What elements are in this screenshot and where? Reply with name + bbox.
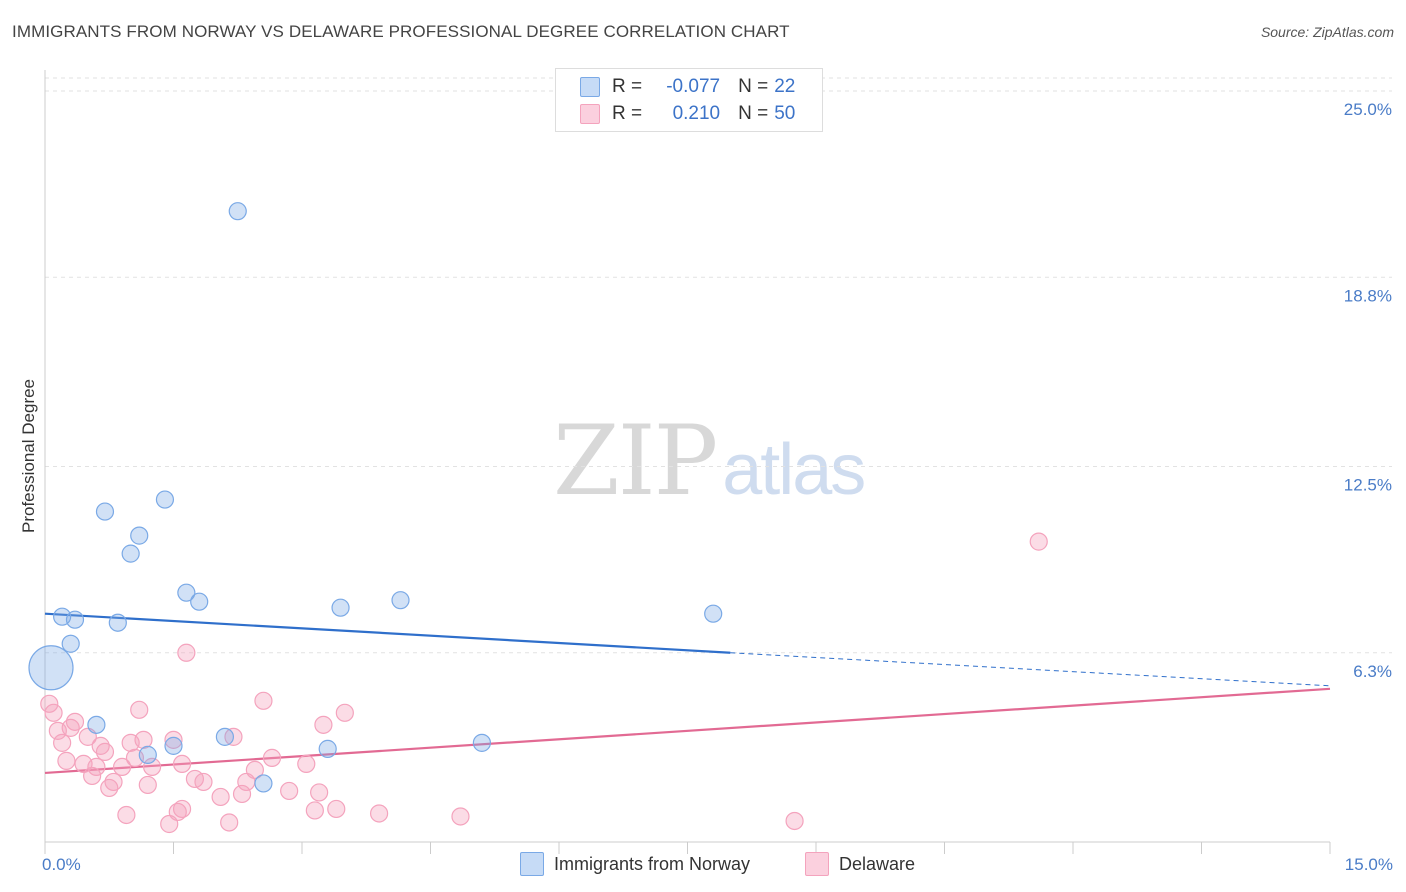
delaware-point — [172, 799, 192, 819]
chart-title: IMMIGRANTS FROM NORWAY VS DELAWARE PROFE… — [12, 22, 790, 41]
delaware-point — [211, 787, 230, 807]
norway-point — [95, 502, 115, 521]
delaware-point — [61, 718, 80, 737]
norway-point — [177, 583, 196, 602]
delaware-point — [335, 703, 354, 722]
x-tick-label-max: 15.0% — [1345, 855, 1393, 874]
delaware-trend-line — [44, 687, 1331, 775]
delaware-point — [104, 772, 123, 792]
x-tick-label-min: 0.0% — [42, 855, 81, 874]
source-credit: Source: ZipAtlas.com — [1260, 24, 1394, 40]
norway-point — [61, 634, 80, 653]
delaware-point — [451, 807, 470, 826]
delaware-point — [177, 643, 196, 662]
delaware-point — [262, 748, 282, 767]
norway-trend-extension — [730, 652, 1331, 687]
norway-point — [472, 733, 491, 752]
norway-swatch-icon — [580, 77, 600, 97]
delaware-point — [785, 811, 804, 831]
delaware-point — [95, 742, 115, 761]
y-tick-label: 25.0% — [1344, 100, 1392, 119]
delaware-point — [117, 805, 136, 825]
delaware-point — [314, 715, 333, 734]
delaware-point — [305, 801, 324, 820]
r-label: R = — [612, 76, 643, 97]
gridlines — [45, 77, 1392, 654]
norway-trend-line — [44, 612, 731, 654]
tick-labels: 6.3% 12.5% 18.8% 25.0% 0.0% 15.0% Professional… — [19, 100, 1393, 874]
delaware-point — [112, 757, 132, 777]
delaware-point — [297, 754, 316, 773]
delaware-point — [327, 799, 346, 819]
legend-row-norway: R = -0.077 N = 22 — [580, 75, 795, 99]
delaware-point — [245, 760, 264, 780]
legend-row-delaware: R = 0.210 N = 50 — [580, 102, 795, 126]
norway-r-value: -0.077 — [666, 76, 721, 97]
delaware-point — [138, 775, 157, 795]
norway-point — [130, 526, 149, 545]
delaware-point — [134, 730, 153, 749]
data-points — [28, 202, 1048, 834]
delaware-point — [172, 754, 192, 773]
norway-point — [190, 592, 209, 611]
watermark: ZIPatlas — [553, 405, 866, 517]
r-label: R = — [612, 103, 643, 124]
norway-point — [155, 490, 175, 509]
trend-lines — [44, 612, 1331, 775]
norway-point — [391, 591, 410, 610]
norway-point — [138, 745, 157, 764]
bottom-legend-norway: Immigrants from Norway — [520, 852, 750, 876]
delaware-point — [220, 813, 239, 832]
delaware-point — [280, 781, 299, 801]
norway-point — [164, 736, 183, 755]
delaware-point — [1029, 532, 1048, 551]
delaware-point — [164, 730, 183, 749]
watermark-atlas: atlas — [722, 430, 866, 510]
delaware-point — [57, 751, 76, 770]
delaware-point — [310, 783, 329, 802]
delaware-point — [130, 700, 149, 719]
norway-point — [254, 774, 273, 793]
norway-point — [331, 598, 350, 617]
norway-legend-icon — [520, 852, 544, 876]
norway-legend-label: Immigrants from Norway — [554, 853, 751, 874]
watermark-zip: ZIP — [553, 405, 718, 517]
delaware-legend-icon — [805, 852, 829, 876]
n-label: N = — [738, 103, 769, 124]
delaware-point — [232, 784, 252, 804]
y-tick-label: 12.5% — [1344, 476, 1392, 495]
norway-point — [87, 715, 106, 734]
y-tick-label: 18.8% — [1344, 286, 1392, 305]
correlation-legend: R = -0.077 N = 22 R = 0.210 N = 50 — [555, 68, 823, 132]
norway-point — [108, 613, 127, 632]
delaware-point — [40, 694, 59, 713]
delaware-point — [254, 691, 273, 710]
norway-n-value: 22 — [774, 76, 796, 97]
norway-point — [121, 544, 140, 563]
norway-point — [65, 610, 85, 629]
norway-point — [215, 727, 234, 746]
norway-point — [318, 739, 337, 758]
norway-point — [228, 202, 247, 221]
norway-point — [704, 604, 723, 623]
y-axis-label: Professional Degree — [19, 379, 38, 533]
n-label: N = — [738, 76, 769, 97]
delaware-r-value: 0.210 — [672, 103, 721, 124]
delaware-point — [53, 733, 72, 752]
y-tick-label: 6.3% — [1353, 662, 1392, 681]
delaware-n-value: 50 — [774, 103, 796, 124]
norway-point — [28, 645, 74, 691]
delaware-point — [83, 766, 102, 786]
delaware-swatch-icon — [580, 104, 600, 124]
delaware-point — [87, 757, 106, 777]
delaware-point — [370, 804, 389, 823]
delaware-point — [194, 772, 213, 792]
delaware-point — [142, 757, 162, 777]
delaware-point — [44, 703, 63, 722]
bottom-legend-delaware: Delaware — [805, 852, 915, 876]
delaware-legend-label: Delaware — [839, 853, 916, 874]
